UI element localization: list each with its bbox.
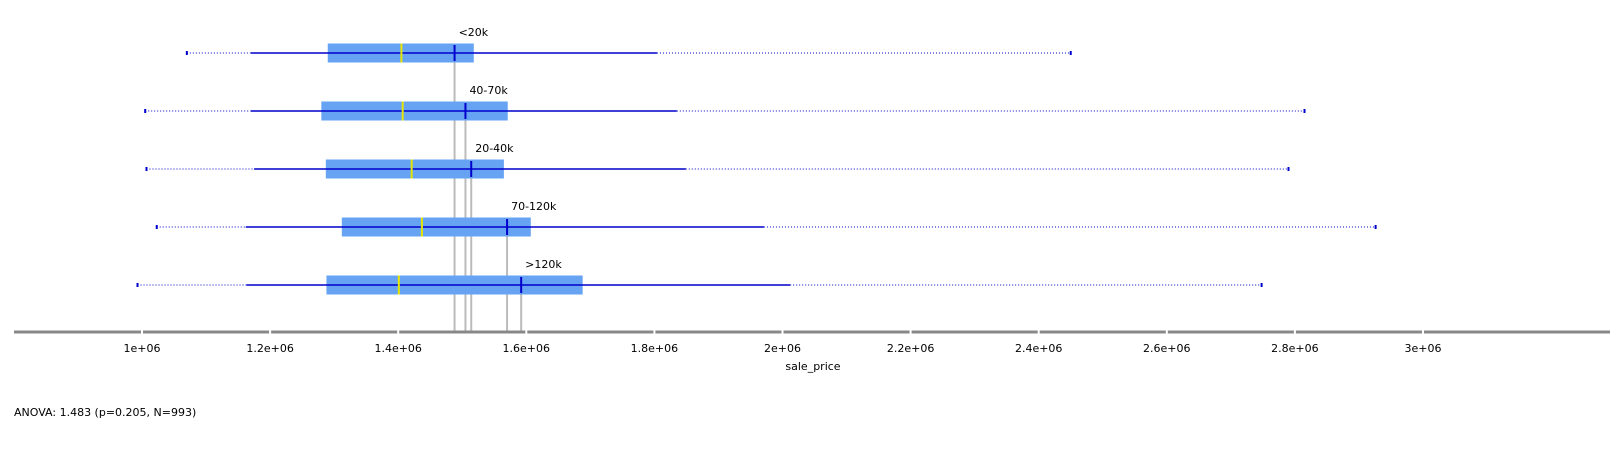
x-tick-label: 2.8e+06 (1271, 342, 1318, 355)
group-label: >120k (525, 258, 562, 271)
x-tick-label: 1.2e+06 (246, 342, 293, 355)
group-label: <20k (459, 26, 489, 39)
group-label: 70-120k (511, 200, 557, 213)
x-axis-label: sale_price (785, 360, 840, 373)
box-group: 40-70k (144, 84, 1306, 121)
group-label: 40-70k (469, 84, 508, 97)
box-group: >120k (136, 258, 1263, 295)
x-tick-label: 2.2e+06 (887, 342, 934, 355)
x-tick-label: 3e+06 (1405, 342, 1442, 355)
x-tick-label: 1e+06 (124, 342, 161, 355)
x-tick-label: 2.4e+06 (1015, 342, 1062, 355)
x-tick-label: 1.6e+06 (503, 342, 550, 355)
anova-summary: ANOVA: 1.483 (p=0.205, N=993) (14, 406, 197, 419)
x-axis-ticks: 1e+06 1.2e+06 1.4e+06 1.6e+06 1.8e+06 2e+06 2.… (124, 330, 1442, 355)
x-axis: 1e+06 1.2e+06 1.4e+06 1.6e+06 1.8e+06 2e+06 2.… (14, 330, 1610, 373)
x-tick-label: 2e+06 (764, 342, 801, 355)
group-label: 20-40k (475, 142, 514, 155)
box-group: <20k (185, 26, 1072, 63)
x-tick-label: 1.8e+06 (631, 342, 678, 355)
box-plot-groups: <20k 40-70k 20-40k 70-120k >120k (136, 26, 1377, 295)
x-tick-label: 1.4e+06 (374, 342, 421, 355)
x-tick-label: 2.6e+06 (1143, 342, 1190, 355)
box-group: 70-120k (155, 200, 1377, 237)
box-group: 20-40k (145, 142, 1290, 179)
